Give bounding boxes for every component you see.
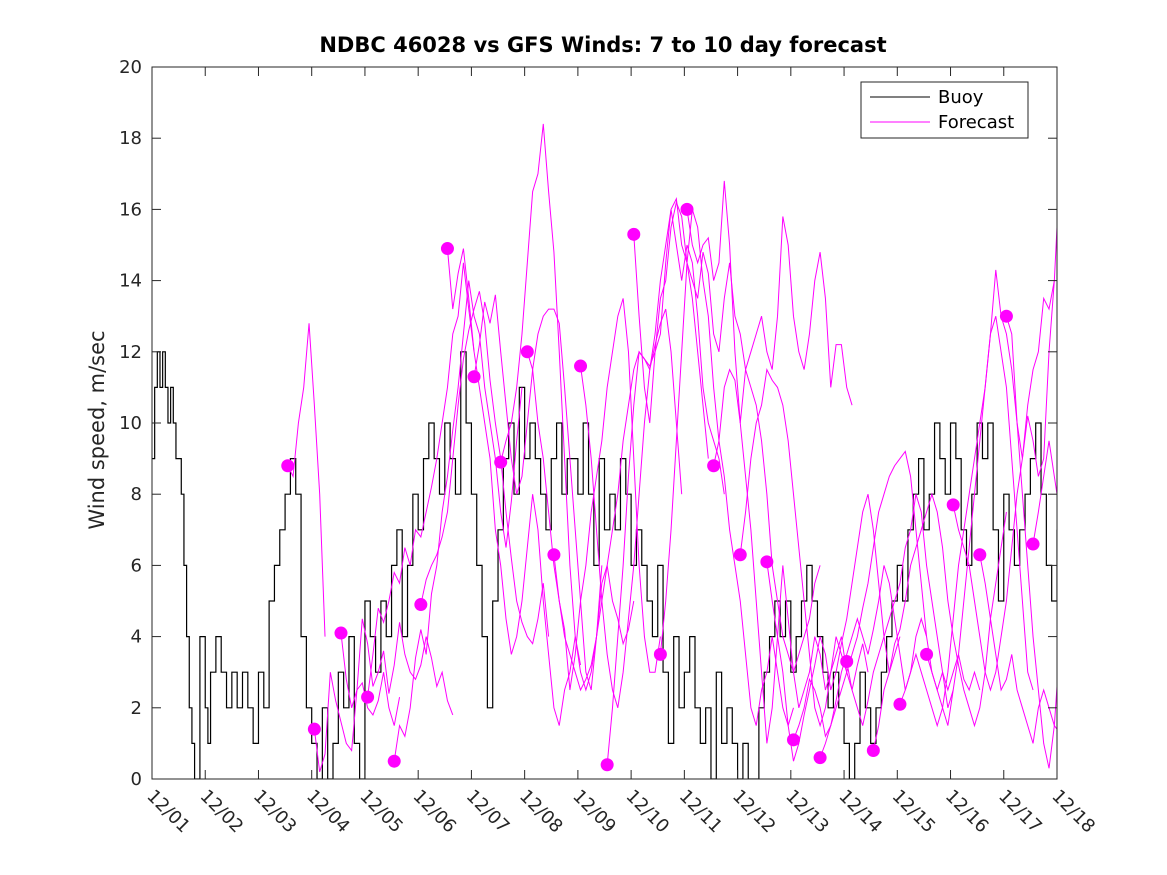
- x-tick-label: 12/17: [994, 786, 1046, 838]
- forecast-start-marker: [627, 227, 641, 241]
- forecast-series-line: [606, 209, 725, 765]
- x-tick-label: 12/10: [622, 786, 674, 838]
- x-tick-label: 12/08: [515, 786, 567, 838]
- forecast-series-line: [367, 262, 475, 698]
- y-tick-label: 16: [119, 199, 142, 220]
- forecast-start-marker: [334, 626, 348, 640]
- forecast-start-marker: [361, 690, 375, 704]
- y-tick-label: 20: [119, 57, 142, 78]
- legend: Buoy Forecast: [860, 81, 1029, 139]
- forecast-series-line: [659, 209, 794, 728]
- forecast-series-line: [952, 227, 1057, 692]
- forecast-start-marker: [387, 754, 401, 768]
- legend-label-forecast: Forecast: [938, 112, 1014, 133]
- forecast-series-line: [500, 123, 635, 692]
- forecast-series-line: [393, 280, 523, 762]
- y-axis-label: Wind speed, m/sec: [85, 330, 109, 529]
- forecast-series-line: [287, 323, 326, 637]
- forecast-series-line: [766, 494, 901, 762]
- x-tick-label: 12/18: [1047, 786, 1099, 838]
- forecast-start-marker: [281, 459, 295, 473]
- y-tick-label: 2: [131, 698, 142, 719]
- forecast-start-marker: [946, 498, 960, 512]
- forecast-series-line: [979, 554, 1057, 744]
- forecast-series-line: [926, 269, 1055, 726]
- forecast-start-marker: [866, 744, 880, 758]
- forecast-start-marker: [786, 733, 800, 747]
- x-tick-label: 12/04: [302, 786, 354, 838]
- forecast-start-marker: [600, 758, 614, 772]
- forecast-start-marker: [1026, 537, 1040, 551]
- y-tick-label: 18: [119, 128, 142, 149]
- legend-box: [860, 81, 1029, 139]
- x-tick-label: 12/06: [409, 786, 461, 838]
- forecast-series-line: [899, 316, 1034, 728]
- x-tick-label: 12/05: [355, 786, 407, 838]
- forecast-series-line: [793, 565, 928, 741]
- y-tick-label: 6: [131, 555, 142, 576]
- forecast-start-marker: [440, 242, 454, 256]
- forecast-series-line: [633, 200, 853, 424]
- forecast-start-marker: [813, 751, 827, 765]
- y-tick-label: 10: [119, 413, 142, 434]
- y-tick-label: 14: [119, 271, 142, 292]
- legend-label-buoy: Buoy: [938, 87, 984, 108]
- buoy-series-line: [152, 351, 1057, 779]
- forecast-start-marker: [307, 722, 321, 736]
- forecast-start-marker: [999, 309, 1013, 323]
- forecast-start-marker: [920, 647, 934, 661]
- forecast-start-marker: [467, 370, 481, 384]
- x-tick-label: 12/02: [196, 786, 248, 838]
- x-tick-label: 12/03: [249, 786, 301, 838]
- y-tick-label: 12: [119, 342, 142, 363]
- plot-area: [152, 123, 1057, 779]
- forecast-start-marker: [520, 345, 534, 359]
- forecast-series-line: [819, 450, 954, 758]
- x-tick-label: 12/07: [462, 786, 514, 838]
- forecast-start-marker: [653, 647, 667, 661]
- chart-title: NDBC 46028 vs GFS Winds: 7 to 10 day for…: [319, 33, 886, 57]
- forecast-start-marker: [893, 697, 907, 711]
- forecast-start-marker: [574, 359, 588, 373]
- x-tick-label: 12/13: [781, 786, 833, 838]
- x-tick-label: 12/15: [888, 786, 940, 838]
- forecast-start-marker: [973, 548, 987, 562]
- forecast-series-line: [1005, 316, 1057, 769]
- forecast-start-marker: [680, 202, 694, 216]
- series-layer: [152, 123, 1057, 779]
- forecast-start-marker: [840, 655, 854, 669]
- forecast-markers-layer: [281, 202, 1040, 772]
- forecast-start-marker: [733, 548, 747, 562]
- forecast-series-line: [420, 291, 550, 645]
- x-tick-label: 12/11: [675, 786, 727, 838]
- x-tick-label: 12/14: [835, 786, 887, 838]
- forecast-series-line: [686, 180, 821, 674]
- x-tick-label: 12/01: [142, 786, 194, 838]
- forecast-start-marker: [547, 548, 561, 562]
- forecast-series-line: [713, 368, 848, 744]
- forecast-series-line: [553, 308, 683, 692]
- y-tick-label: 0: [131, 769, 142, 790]
- forecast-start-marker: [707, 459, 721, 473]
- y-tick-label: 8: [131, 484, 142, 505]
- y-tick-label: 4: [131, 627, 142, 648]
- forecast-series-line: [340, 618, 454, 716]
- x-tick-label: 12/09: [568, 786, 620, 838]
- forecast-series-line: [1032, 440, 1057, 545]
- forecast-series-line: [872, 492, 1007, 751]
- forecast-series-line: [446, 248, 582, 726]
- x-tick-label: 12/16: [941, 786, 993, 838]
- x-tick-label: 12/12: [728, 786, 780, 838]
- forecast-start-marker: [414, 598, 428, 612]
- forecast-start-marker: [760, 555, 774, 569]
- forecast-start-marker: [494, 455, 508, 469]
